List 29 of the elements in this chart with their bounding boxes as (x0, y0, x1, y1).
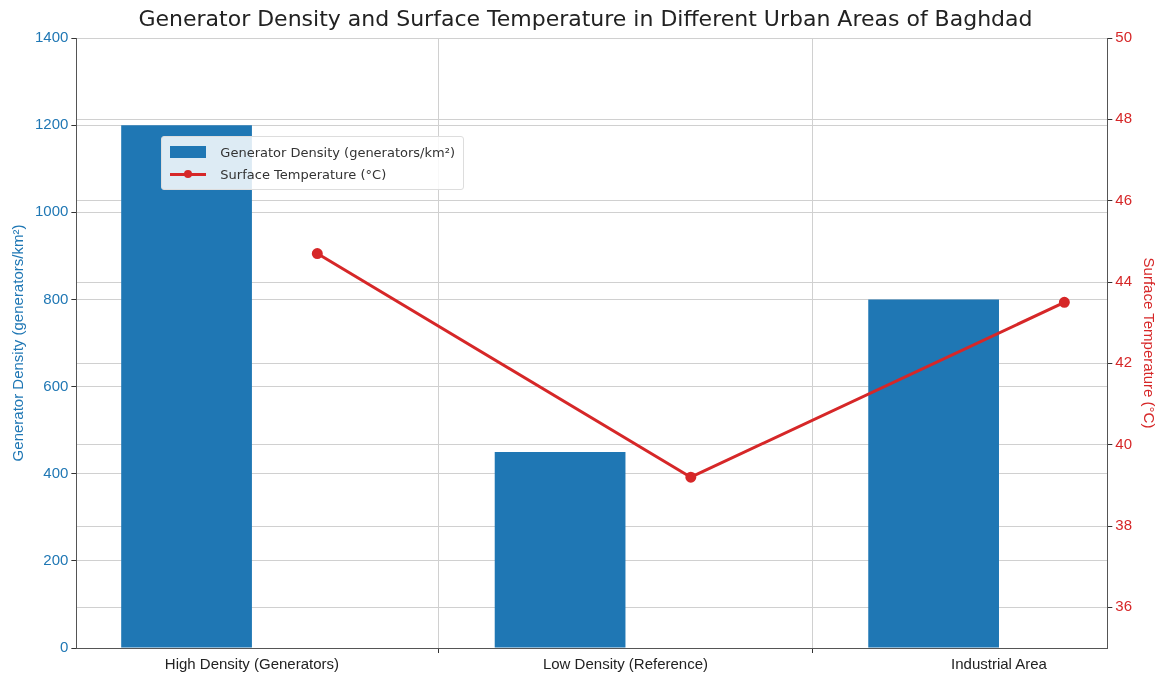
x-tick-label: Industrial Area (951, 655, 1048, 673)
y2-tick-label: 36 (1115, 597, 1132, 615)
y-tick-label: 1200 (34, 115, 69, 133)
bar (494, 451, 626, 648)
y2-tick-label: 48 (1115, 109, 1132, 127)
point (685, 471, 697, 483)
y2-tick-label: 44 (1115, 272, 1132, 290)
y2-tick-label: 40 (1115, 434, 1132, 452)
legend-label: Surface Temperature (°C) (220, 166, 387, 182)
y-axis-title: Generator Density (generators/km²) (9, 224, 27, 462)
y2-tick-label: 42 (1115, 353, 1132, 371)
legend-label: Generator Density (generators/km²) (220, 144, 455, 160)
y-tick-label: 200 (43, 551, 69, 568)
bar (868, 299, 999, 648)
x-tick-label: Low Density (Reference) (542, 655, 708, 673)
y-tick-label: 0 (60, 638, 69, 656)
y2-tick-label: 38 (1115, 516, 1132, 534)
x-tick-label: High Density (Generators) (164, 655, 340, 673)
y-tick-label: 800 (43, 289, 69, 307)
y2-axis-title: Surface Temperature (°C) (1140, 257, 1158, 429)
y-tick-label: 400 (43, 463, 69, 481)
point (1058, 296, 1070, 308)
chart-title: Generator Density and Surface Temperature in Different Urban Areas of Baghdad (138, 6, 1033, 31)
y-tick-label: 1400 (34, 28, 69, 46)
y2-tick-label: 50 (1115, 28, 1132, 46)
point (311, 248, 323, 260)
y2-tick-label: 46 (1115, 190, 1132, 208)
y-tick-label: 600 (43, 376, 69, 394)
y-tick-label: 1000 (34, 202, 69, 220)
